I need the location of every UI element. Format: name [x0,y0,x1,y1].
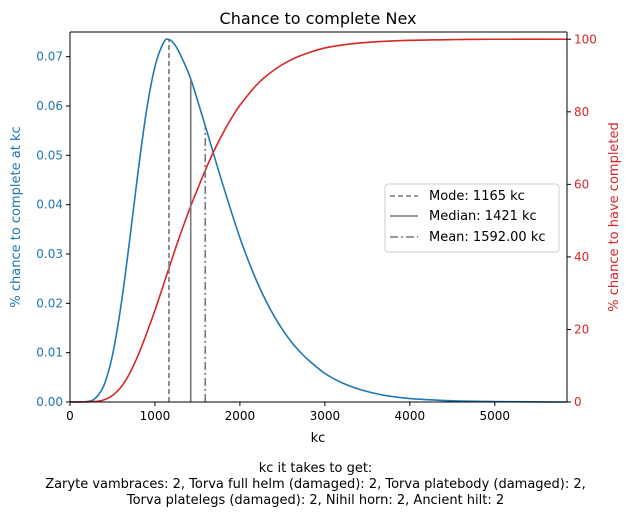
y-left-tick-label: 0.00 [36,395,63,409]
y-right-tick-label: 60 [574,177,589,191]
x-axis-label: kc [311,431,326,446]
y-right-tick-label: 20 [574,322,589,336]
y-right-tick-label: 40 [574,250,589,264]
legend: Mode: 1165 kc Median: 1421 kc Mean: 1592… [384,183,560,253]
y-right-tick-label: 80 [574,105,589,119]
caption-line: Torva platelegs (damaged): 2, Nihil horn… [126,493,505,508]
x-tick-label: 1000 [140,409,171,423]
y-left-tick-label: 0.05 [36,148,63,162]
y-left-tick-label: 0.06 [36,99,63,113]
legend-mean-label: Mean: 1592.00 kc [429,230,546,245]
pdf-series-line [69,38,568,403]
y-axis-label-right: % chance to have completed [607,122,622,312]
chart-title: Chance to complete Nex [220,9,417,28]
cdf-series-line [69,38,568,403]
y-left-tick-label: 0.07 [36,50,63,64]
y-left-tick-label: 0.02 [36,296,63,310]
legend-frame [384,183,560,253]
y-left-tick-label: 0.03 [36,247,63,261]
legend-median-label: Median: 1421 kc [429,209,537,224]
x-tick-label: 2000 [225,409,256,423]
x-tick-label: 4000 [395,409,426,423]
x-tick-label: 5000 [480,409,511,423]
x-tick-label: 0 [66,409,74,423]
plot-area [69,38,568,403]
caption-line: Zaryte vambraces: 2, Torva full helm (da… [45,477,586,492]
y-right-tick-label: 0 [574,395,582,409]
caption-line: kc it takes to get: [258,461,373,476]
axes: 0 1000 2000 3000 4000 50000.000.010.020.030.0… [36,31,597,423]
y-left-tick-label: 0.04 [36,198,63,212]
caption: kc it takes to get: Zaryte vambraces: 2,… [0,461,631,509]
y-right-tick-label: 100 [574,32,597,46]
y-axis-label-left: % chance to complete at kc [9,126,24,307]
x-tick-label: 3000 [310,409,341,423]
legend-mode-label: Mode: 1165 kc [429,189,525,204]
y-left-tick-label: 0.01 [36,346,63,360]
